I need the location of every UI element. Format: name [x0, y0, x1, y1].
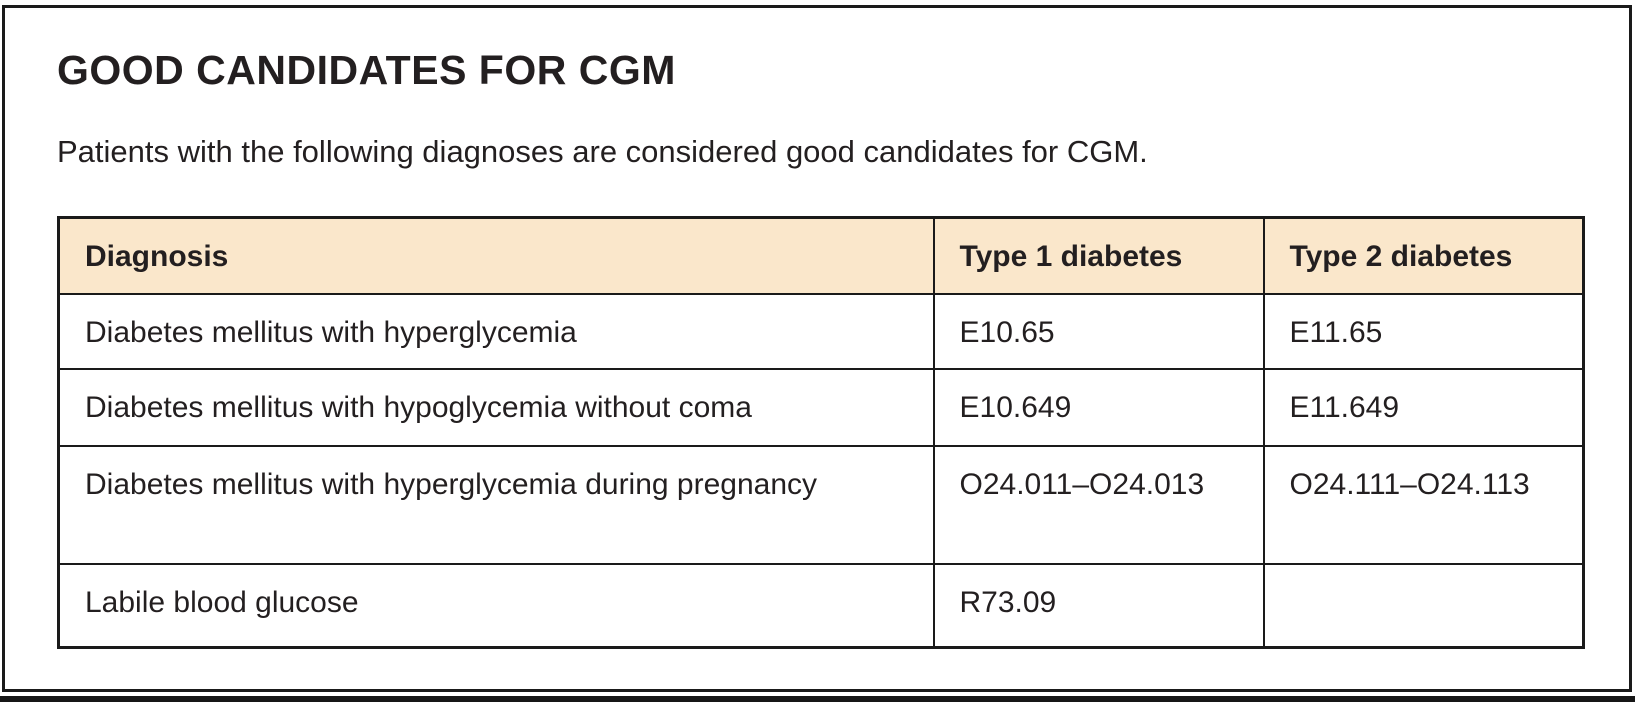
type2-code-cell	[1262, 563, 1585, 649]
type1-code-cell: E10.65	[932, 293, 1265, 371]
table-row: Diabetes mellitus with hyperglycemia dur…	[57, 445, 1585, 566]
figure-title: GOOD CANDIDATES FOR CGM	[57, 47, 676, 93]
page-bottom-edge	[0, 696, 1635, 702]
column-header-type2-diabetes: Type 2 diabetes	[1262, 216, 1585, 296]
table-row: Diabetes mellitus with hyperglycemia E10…	[57, 293, 1585, 371]
column-header-type1-diabetes: Type 1 diabetes	[932, 216, 1265, 296]
table-row: Diabetes mellitus with hypoglycemia with…	[57, 368, 1585, 448]
type2-code-cell: E11.649	[1262, 368, 1585, 448]
diagnosis-cell: Labile blood glucose	[57, 563, 935, 649]
type1-code-cell: R73.09	[932, 563, 1265, 649]
diagnosis-cell: Diabetes mellitus with hyperglycemia	[57, 293, 935, 371]
type2-code-cell: E11.65	[1262, 293, 1585, 371]
figure-box: GOOD CANDIDATES FOR CGM Patients with th…	[2, 5, 1632, 692]
diagnosis-codes-table: Diagnosis Type 1 diabetes Type 2 diabete…	[57, 215, 1585, 649]
diagnosis-cell: Diabetes mellitus with hyperglycemia dur…	[57, 445, 935, 566]
table-row: Labile blood glucose R73.09	[57, 563, 1585, 649]
figure-content: GOOD CANDIDATES FOR CGM Patients with th…	[5, 8, 1629, 649]
column-header-diagnosis: Diagnosis	[57, 216, 935, 296]
type1-code-cell: O24.011–O24.013	[932, 445, 1265, 566]
diagnosis-cell: Diabetes mellitus with hypoglycemia with…	[57, 368, 935, 448]
type1-code-cell: E10.649	[932, 368, 1265, 448]
type2-code-cell: O24.111–O24.113	[1262, 445, 1585, 566]
figure-intro-text: Patients with the following diagnoses ar…	[57, 134, 1148, 169]
table-header-row: Diagnosis Type 1 diabetes Type 2 diabete…	[57, 216, 1585, 296]
